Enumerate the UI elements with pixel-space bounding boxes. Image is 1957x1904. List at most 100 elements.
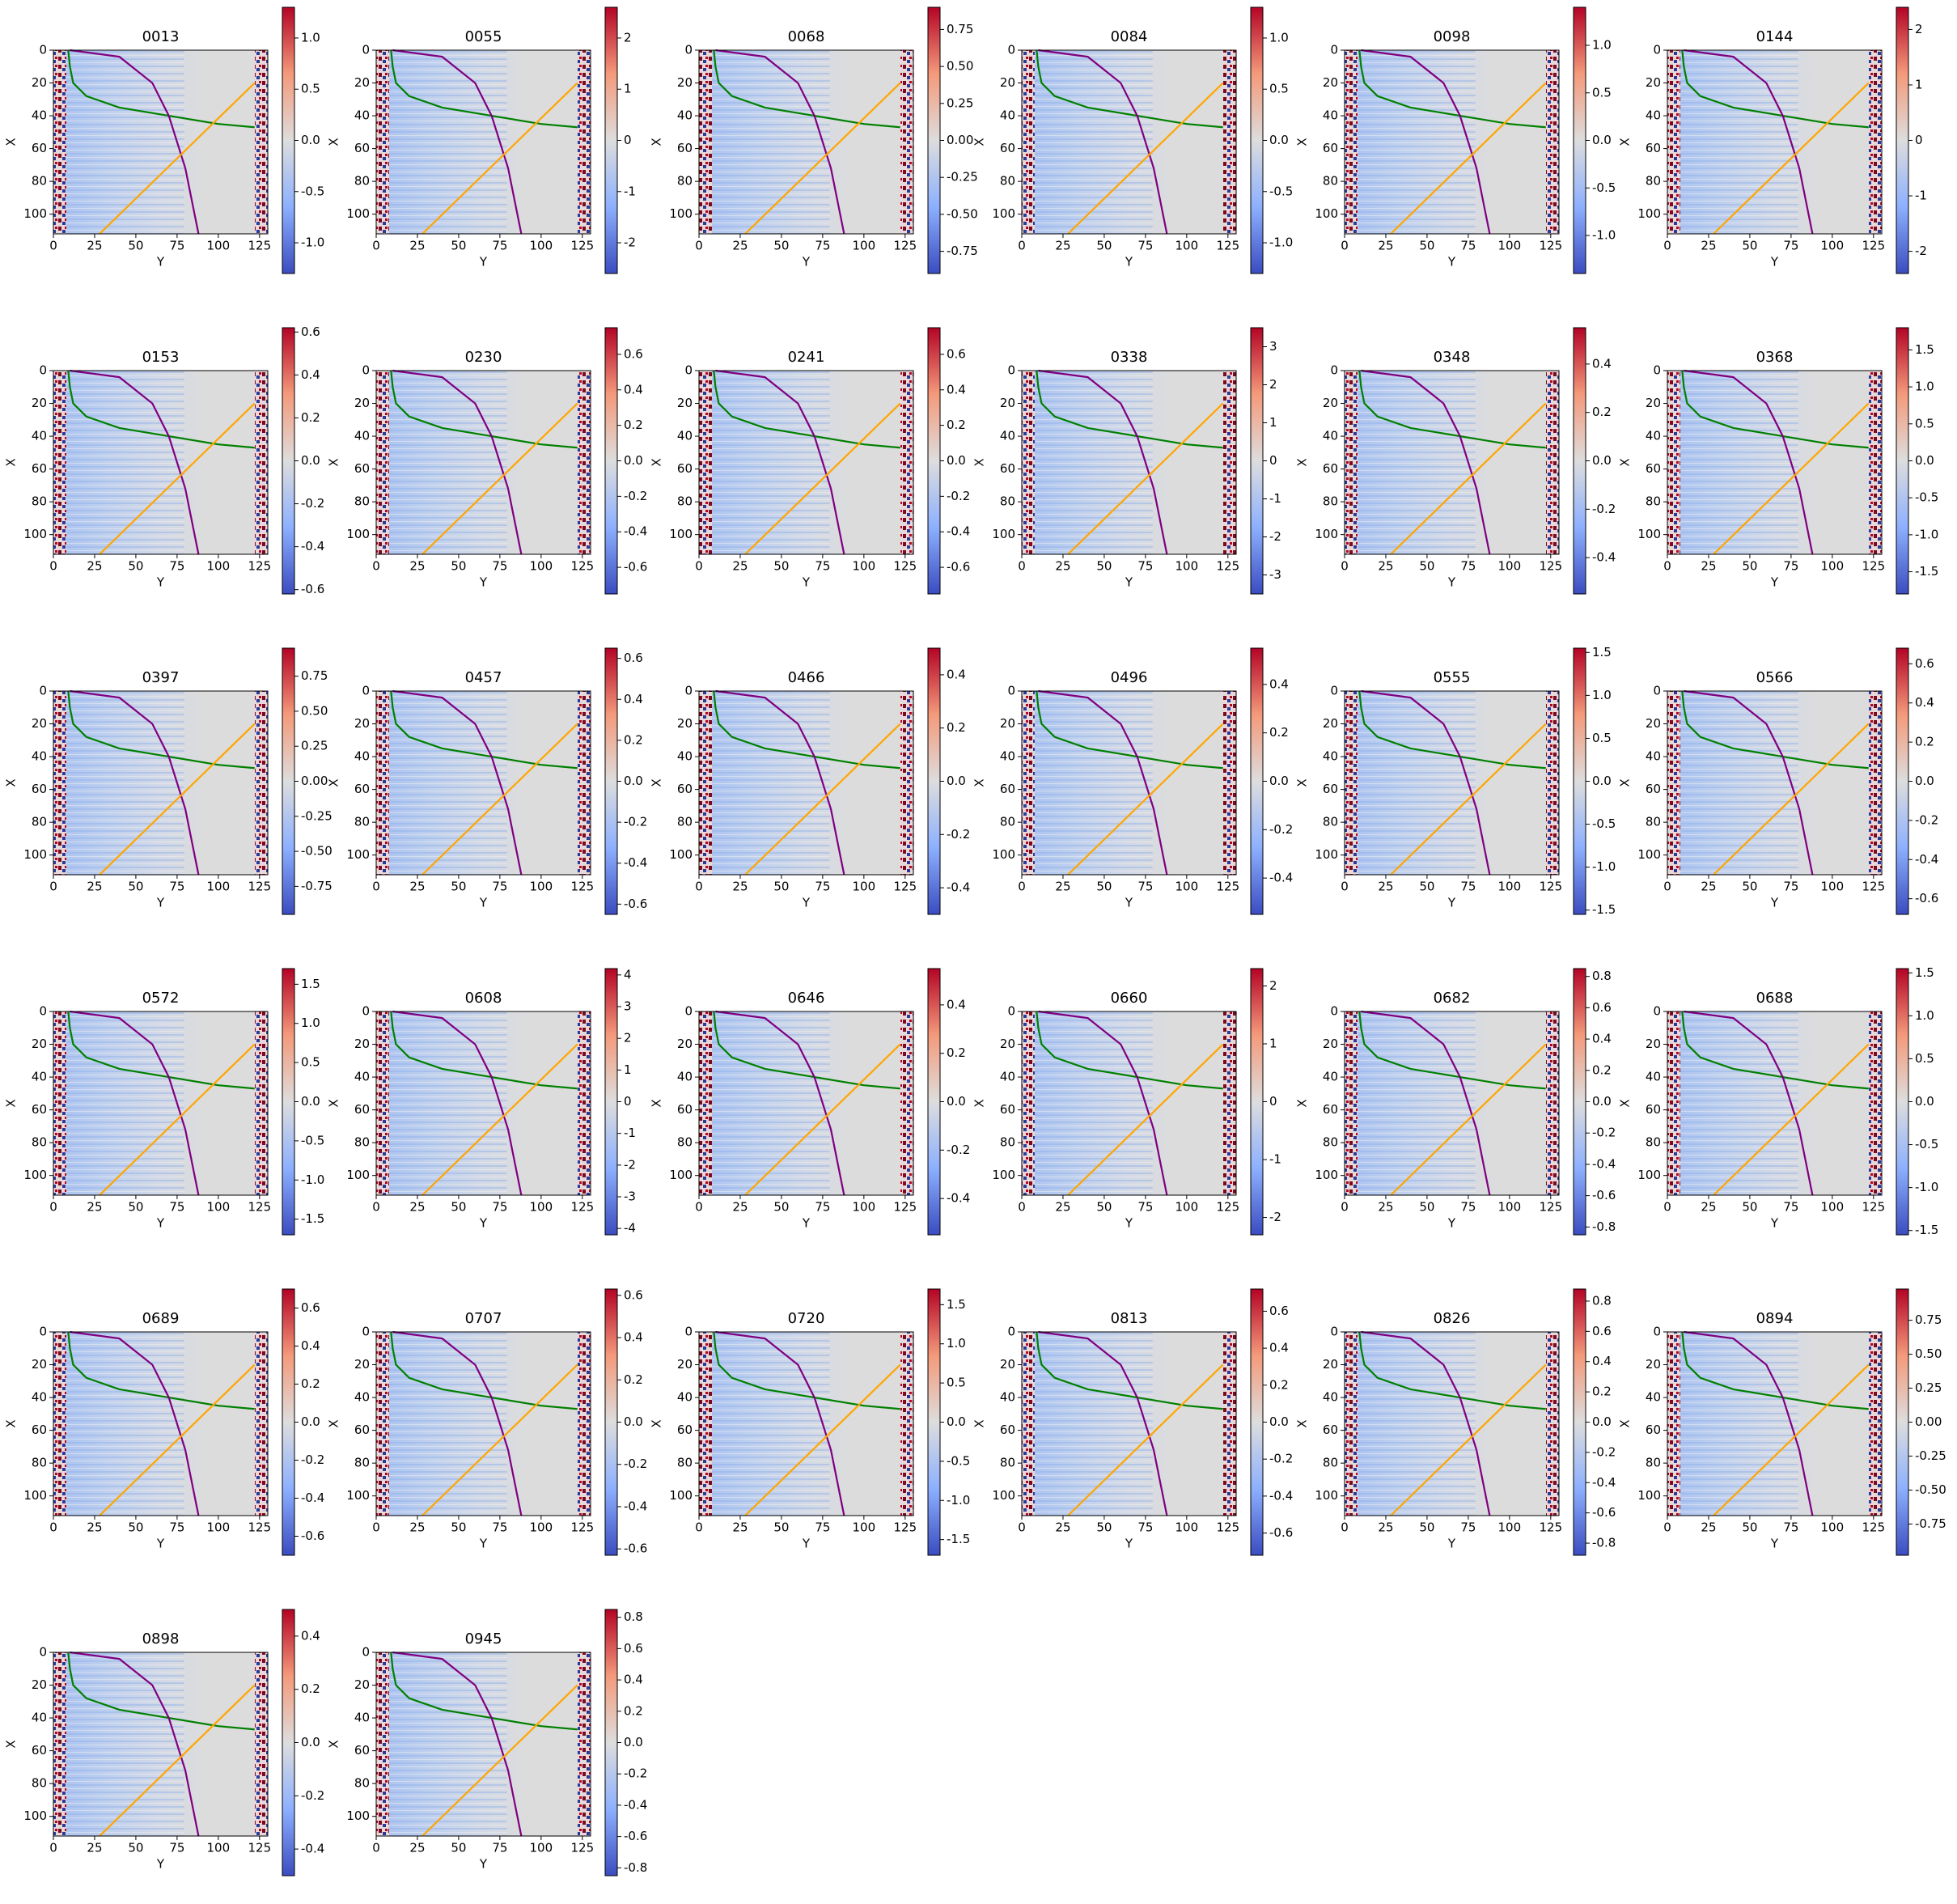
colorbar-tick-label: 0.4 — [301, 367, 320, 382]
x-tick-label: 75 — [1460, 1200, 1476, 1215]
line — [1358, 370, 1546, 449]
y-tick-label: 60 — [677, 461, 693, 476]
y-tick-label: 60 — [1646, 782, 1661, 796]
y-tick-label: 0 — [1330, 363, 1338, 378]
line — [1713, 1043, 1870, 1196]
colorbar-tick-label: 1 — [1269, 415, 1277, 430]
colorbar-tick-label: -0.2 — [1269, 1452, 1293, 1466]
y-tick-label: 60 — [354, 782, 370, 796]
plot-frame — [53, 1331, 269, 1516]
heatmap-stripes — [712, 50, 830, 234]
colorbar-tick-label: -0.5 — [1915, 1137, 1938, 1151]
colorbar-tick-label: 0.75 — [947, 22, 973, 36]
x-tick-label: 50 — [451, 880, 466, 894]
x-tick-label: 0 — [1018, 239, 1026, 253]
heatmap-edge — [900, 1332, 913, 1516]
line — [715, 1330, 845, 1516]
x-tick-label: 0 — [372, 559, 380, 574]
colorbar — [282, 1609, 295, 1876]
colorbar-tick-label: 0.2 — [624, 1372, 643, 1387]
heatmap-stripes — [1680, 50, 1798, 234]
y-tick-label: 20 — [1323, 1037, 1338, 1051]
y-tick-label: 0 — [1653, 1004, 1661, 1019]
chart-title: 0368 — [1756, 349, 1794, 366]
x-tick-label: 0 — [1018, 1520, 1026, 1535]
plot-frame — [1344, 1331, 1560, 1516]
colorbar-tick-label: -0.50 — [947, 206, 978, 221]
y-tick-label: 100 — [992, 527, 1015, 541]
y-tick-label: 0 — [1653, 363, 1661, 378]
x-tick-label: 75 — [492, 1520, 507, 1535]
y-axis-label: X — [4, 1740, 19, 1748]
y-tick-label: 40 — [1323, 429, 1338, 443]
line — [1681, 1011, 1869, 1090]
heatmap-edge — [1022, 1332, 1035, 1516]
colorbar-tick-label: -0.6 — [301, 582, 324, 596]
y-tick-label: 20 — [354, 1037, 370, 1051]
colorbar-tick-label: -0.4 — [301, 1491, 324, 1505]
line — [1713, 1363, 1870, 1516]
y-axis-label: X — [1618, 138, 1633, 146]
y-tick-label: 20 — [354, 396, 370, 410]
y-tick-label: 60 — [677, 1423, 693, 1437]
y-tick-label: 40 — [354, 1070, 370, 1084]
x-tick-label: 75 — [1137, 239, 1153, 253]
y-tick-label: 20 — [354, 75, 370, 90]
x-tick-label: 125 — [1862, 559, 1885, 574]
y-axis-label: X — [1618, 1099, 1633, 1107]
colorbar-tick-label: -1 — [624, 184, 636, 198]
colorbar-tick-label: -0.8 — [1592, 1219, 1616, 1234]
colorbar — [604, 1288, 618, 1556]
colorbar-tick-label: 0.2 — [301, 410, 320, 425]
heatmap-edge — [578, 1011, 591, 1195]
line — [67, 49, 255, 129]
colorbar — [1896, 6, 1909, 274]
x-tick-label: 125 — [1216, 239, 1239, 253]
line — [1358, 1011, 1546, 1090]
heatmap-edge — [376, 691, 389, 875]
colorbar — [604, 968, 618, 1236]
x-tick-label: 125 — [570, 559, 594, 574]
y-tick-label: 80 — [32, 174, 47, 189]
y-tick-label: 60 — [1646, 141, 1661, 155]
y-tick-label: 80 — [354, 174, 370, 189]
colorbar-tick-label: 0.0 — [1915, 1094, 1934, 1109]
y-axis-label: X — [650, 1099, 664, 1107]
y-axis-label: X — [972, 138, 987, 146]
y-tick-label: 0 — [1653, 684, 1661, 698]
heatmap-edge — [578, 1652, 591, 1836]
heatmap-edge — [53, 1332, 66, 1516]
line — [99, 1684, 256, 1837]
heatmap-stripes — [1035, 1332, 1153, 1516]
colorbar-tick-label: -0.25 — [947, 170, 978, 184]
x-tick-label: 25 — [732, 239, 748, 253]
y-tick-label: 80 — [32, 815, 47, 829]
colorbar-tick-label: -0.2 — [624, 815, 647, 829]
y-tick-label: 100 — [23, 1488, 47, 1503]
heatmap-edge — [376, 1652, 389, 1836]
heatmap-edge — [1667, 371, 1680, 554]
line — [744, 1363, 901, 1516]
colorbar-tick-label: 0.6 — [1269, 1304, 1289, 1318]
x-tick-label: 100 — [1498, 880, 1522, 894]
y-tick-label: 80 — [1646, 1456, 1661, 1470]
line — [1067, 402, 1224, 555]
x-tick-label: 100 — [530, 1841, 553, 1855]
line — [713, 1011, 900, 1090]
chart-title: 0682 — [1434, 990, 1471, 1007]
colorbar — [1896, 1288, 1909, 1556]
chart-title: 0241 — [788, 349, 825, 366]
chart-title: 0572 — [142, 990, 180, 1007]
colorbar-tick-label: 0.50 — [1915, 1346, 1942, 1361]
colorbar-tick-label: 0.6 — [1915, 656, 1934, 671]
line — [1681, 49, 1869, 129]
heatmap-stripes — [1680, 1332, 1798, 1516]
line — [1358, 1331, 1546, 1410]
y-tick-label: 0 — [684, 684, 693, 698]
y-tick-label: 40 — [32, 749, 47, 764]
plot-frame — [1344, 49, 1560, 235]
plot-frame — [1021, 370, 1237, 555]
y-tick-label: 100 — [1637, 206, 1661, 221]
y-tick-label: 40 — [354, 1390, 370, 1405]
x-tick-label: 75 — [1783, 559, 1798, 574]
